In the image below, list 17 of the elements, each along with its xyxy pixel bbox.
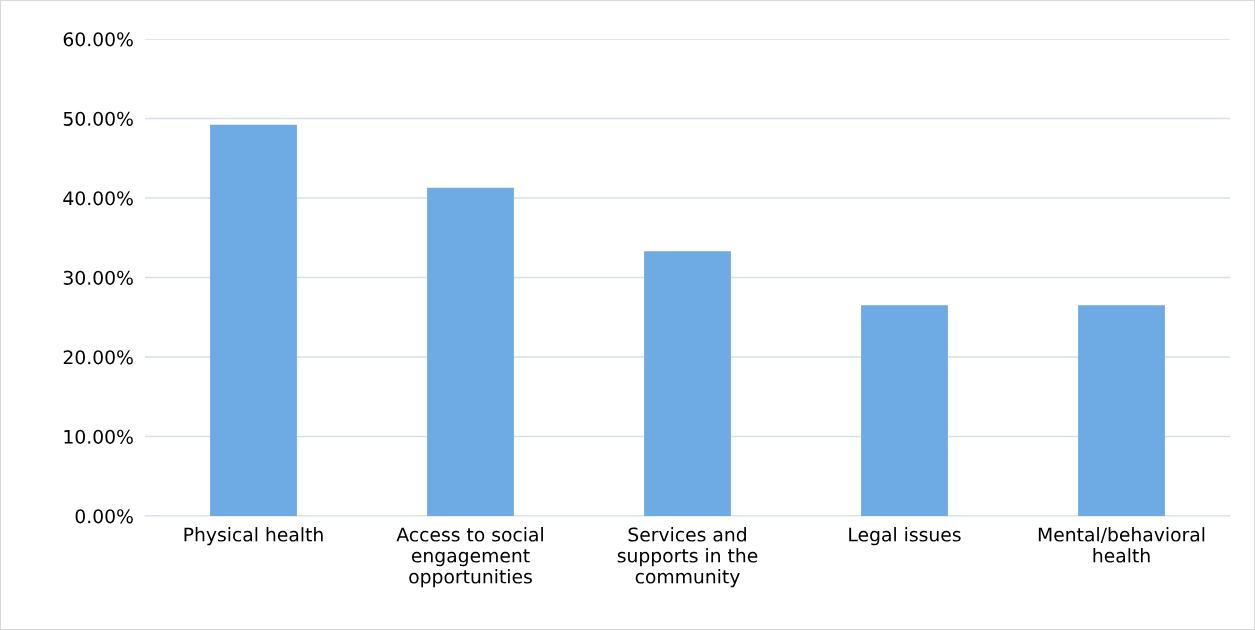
x-tick-label: Physical health	[184, 527, 323, 546]
y-tick-label: 20.00%	[63, 350, 133, 365]
x-tick-label: Services and supports in the community	[617, 527, 758, 588]
y-tick-label: 10.00%	[64, 429, 133, 444]
y-tick-label: 0.00%	[75, 509, 133, 524]
bar	[427, 187, 514, 516]
y-tick-label: 30.00%	[63, 270, 133, 285]
x-tick-label: Access to social engagement opportunities	[396, 527, 543, 588]
x-tick-label: Legal issues	[849, 527, 961, 546]
bar	[861, 305, 948, 516]
bar	[1078, 305, 1165, 516]
y-tick-label: 40.00%	[63, 191, 133, 206]
bar	[210, 124, 297, 516]
y-tick-label: 60.00%	[63, 32, 133, 47]
y-tick-label: 50.00%	[63, 111, 133, 126]
bar	[644, 251, 731, 516]
x-tick-label: Mental/behavioral health	[1038, 527, 1205, 563]
